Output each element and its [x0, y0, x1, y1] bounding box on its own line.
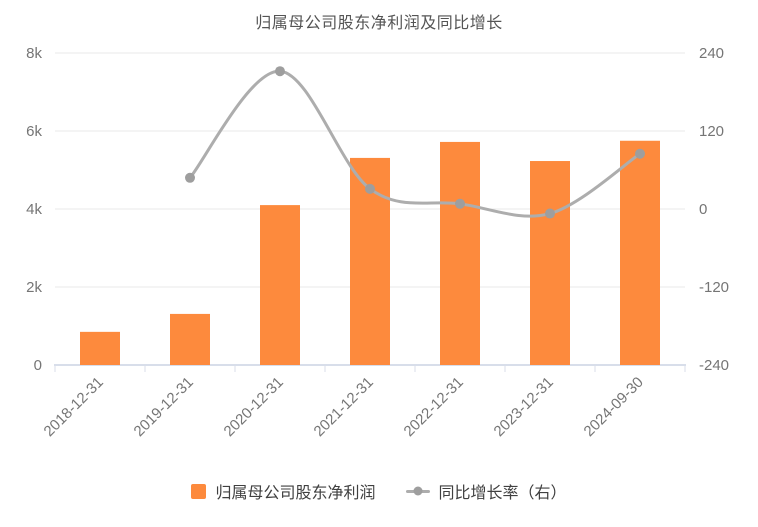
right-axis-tick-label: 240	[699, 45, 724, 62]
x-axis-label: 2020-12-31	[221, 374, 287, 440]
growth-rate-point[interactable]	[455, 198, 465, 209]
legend-item-growth-rate[interactable]: 同比增长率（右）	[405, 479, 567, 503]
bar-2024-09-30[interactable]	[620, 140, 660, 365]
chart-title: 归属母公司股东净利润及同比增长	[255, 15, 503, 32]
right-axis-tick-label: 0	[699, 201, 707, 218]
x-axis-label: 2019-12-31	[131, 374, 197, 440]
chart-legend: 归属母公司股东净利润 同比增长率（右）	[0, 479, 758, 503]
x-axis-label: 2021-12-31	[311, 374, 377, 440]
bar-2023-12-31[interactable]	[530, 161, 570, 365]
legend-item-net-profit[interactable]: 归属母公司股东净利润	[191, 479, 376, 503]
x-axis-label: 2024-09-30	[581, 374, 647, 440]
left-axis-tick-label: 6k	[26, 123, 42, 140]
growth-rate-point[interactable]	[275, 66, 285, 77]
left-axis-tick-label: 2k	[26, 279, 42, 296]
x-axis-label: 2022-12-31	[401, 374, 467, 440]
right-axis-tick-label: -120	[699, 279, 729, 296]
left-axis-tick-label: 4k	[26, 201, 42, 218]
legend-label-growth-rate: 同比增长率（右）	[438, 485, 567, 502]
growth-rate-point[interactable]	[365, 183, 375, 194]
growth-rate-point[interactable]	[545, 208, 555, 219]
left-axis-tick-label: 0	[34, 357, 42, 374]
bar-2018-12-31[interactable]	[80, 331, 120, 365]
x-axis-label: 2023-12-31	[491, 374, 557, 440]
growth-rate-point[interactable]	[185, 172, 195, 183]
growth-rate-line	[188, 69, 642, 218]
bar-series-swatch-icon	[191, 483, 207, 499]
line-series-swatch-icon	[405, 486, 430, 496]
bar-2022-12-31[interactable]	[440, 141, 480, 365]
legend-label-net-profit: 归属母公司股东净利润	[215, 485, 376, 502]
right-axis-tick-label: 120	[699, 123, 724, 140]
right-axis-tick-label: -240	[699, 357, 729, 374]
bar-2019-12-31[interactable]	[170, 313, 210, 365]
chart-canvas[interactable]: 0 -240 2k -120 4k 0 6k 120 8k 240 2018-12-31 2019-1…	[0, 0, 758, 470]
bar-2020-12-31[interactable]	[260, 205, 300, 365]
x-axis-label: 2018-12-31	[41, 374, 107, 440]
growth-rate-point[interactable]	[635, 148, 645, 159]
line-series-dot-icon	[413, 486, 422, 496]
left-axis-tick-label: 8k	[26, 45, 42, 62]
